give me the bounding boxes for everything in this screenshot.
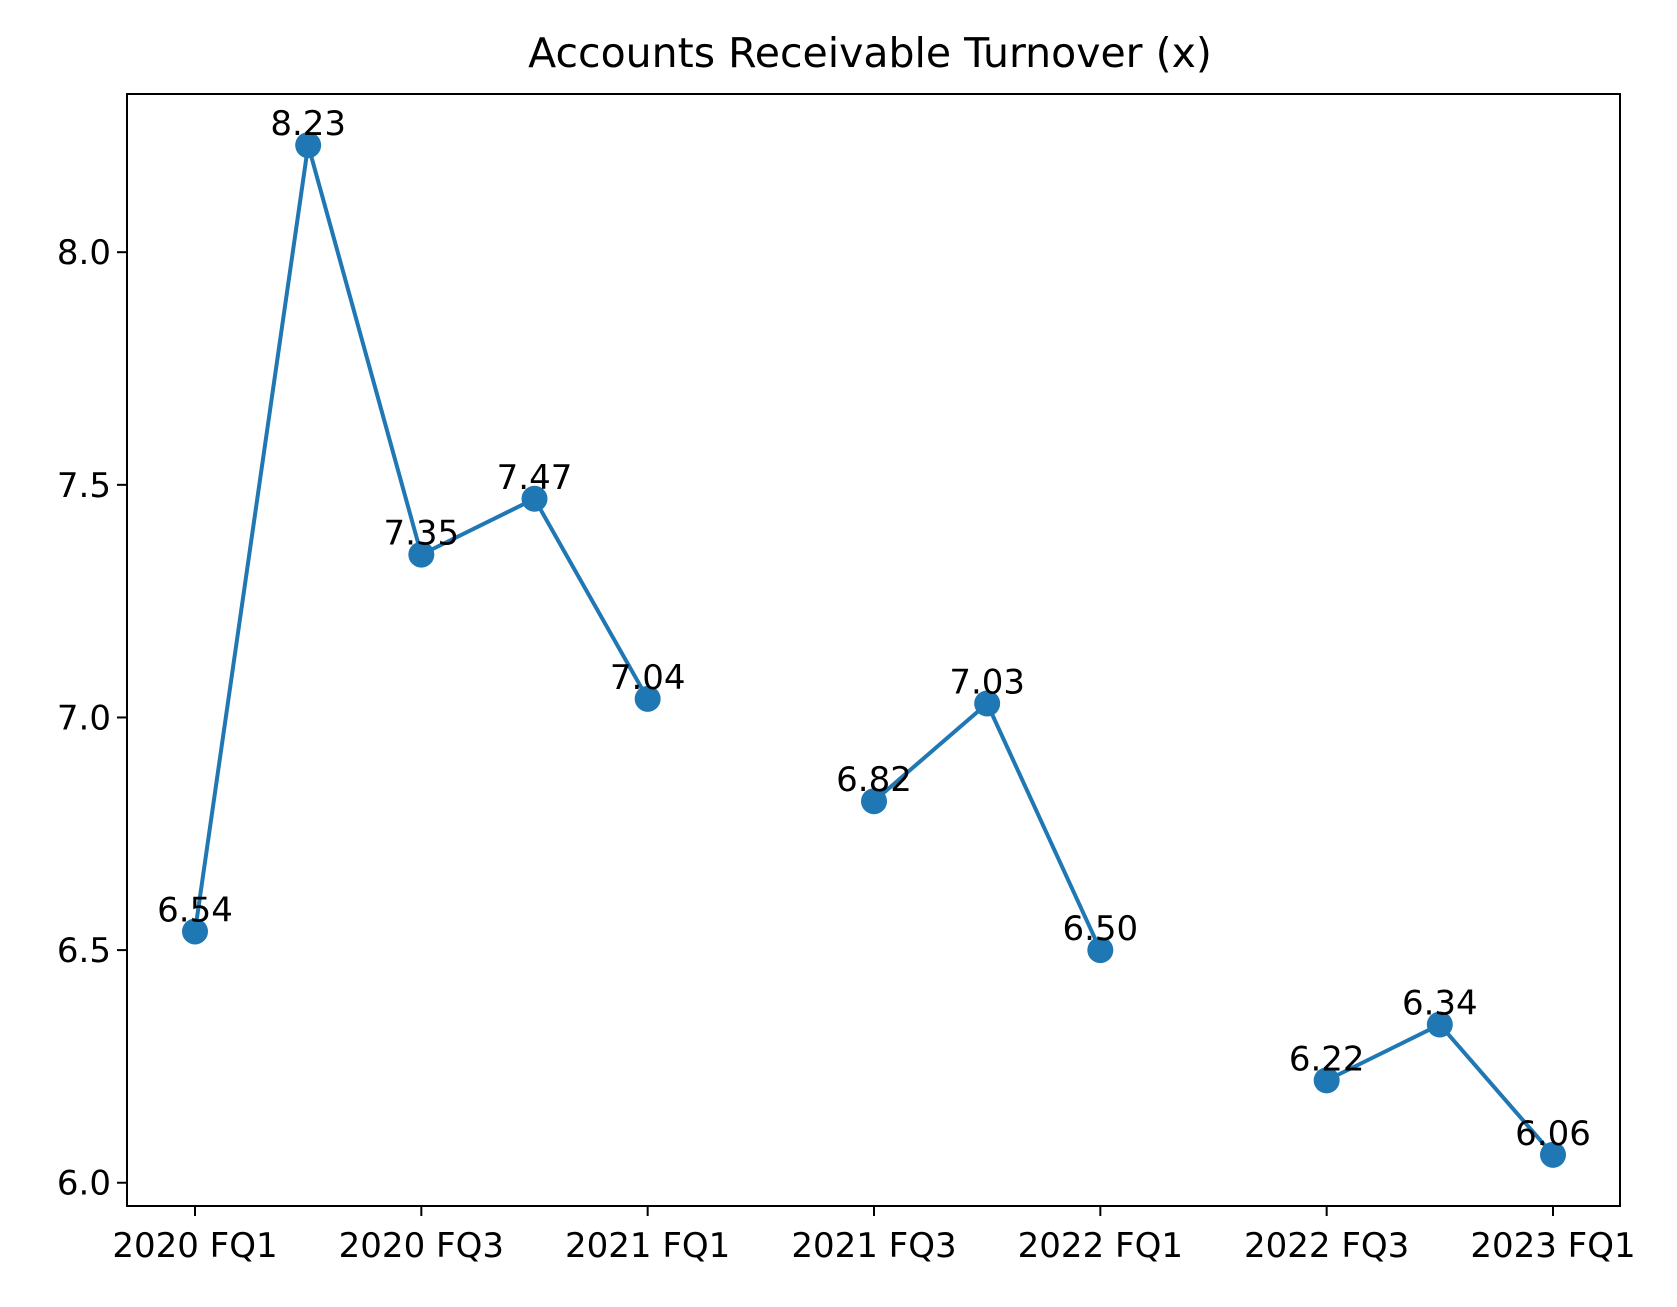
data-point-3	[521, 485, 548, 512]
data-point-4	[634, 685, 661, 712]
y-tick-label-0: 6.0	[57, 1164, 111, 1204]
data-point-10	[1313, 1067, 1340, 1094]
data-label-6: 6.82	[836, 760, 912, 800]
x-tick-label-6: 2023 FQ1	[1470, 1226, 1635, 1266]
x-tick-label-1: 2020 FQ3	[339, 1226, 504, 1266]
y-tick-label-1: 6.5	[57, 931, 111, 971]
data-point-1	[295, 132, 322, 159]
chart-title: Accounts Receivable Turnover (x)	[528, 29, 1212, 77]
y-tick-label-2: 7.0	[57, 698, 111, 738]
data-label-0: 6.54	[157, 890, 233, 930]
data-label-12: 6.06	[1515, 1114, 1591, 1154]
data-point-12	[1540, 1141, 1566, 1168]
data-label-4: 7.04	[610, 658, 686, 698]
data-point-7	[974, 690, 1001, 717]
data-point-8	[1087, 937, 1114, 964]
y-tick-label-4: 8.0	[57, 233, 111, 273]
data-label-1: 8.23	[270, 104, 346, 144]
x-tick-label-2: 2021 FQ1	[565, 1226, 730, 1266]
x-tick-label-5: 2022 FQ3	[1244, 1226, 1409, 1266]
data-point-11	[1426, 1011, 1453, 1038]
y-tick-label-3: 7.5	[57, 466, 111, 506]
data-point-2	[408, 541, 435, 568]
x-tick-label-3: 2021 FQ3	[791, 1226, 956, 1266]
data-label-8: 6.50	[1062, 909, 1138, 949]
data-point-6	[861, 788, 887, 815]
data-point-0	[182, 918, 208, 945]
x-tick-label-0: 2020 FQ1	[112, 1226, 277, 1266]
data-label-3: 7.47	[497, 458, 573, 498]
data-label-10: 6.22	[1289, 1039, 1365, 1079]
series-layer: 6.54 8.23 7.35 7.47 7.04 6.82 7.03 6.50 6.22 6.34…	[157, 104, 1591, 1168]
axes-layer: 6.0 6.5 7.0 7.5 8.0 2020 FQ1 2020 FQ3 2021 FQ1 2…	[57, 93, 1636, 1266]
data-label-7: 7.03	[949, 663, 1025, 703]
x-tick-label-4: 2022 FQ1	[1018, 1226, 1183, 1266]
data-label-11: 6.34	[1402, 984, 1478, 1024]
data-label-2: 7.35	[383, 514, 459, 554]
